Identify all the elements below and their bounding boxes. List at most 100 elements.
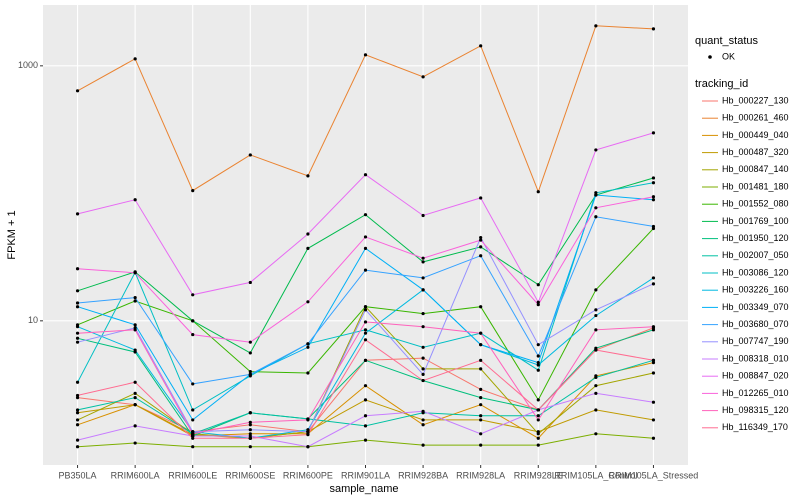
data-point xyxy=(363,331,368,335)
data-point xyxy=(479,358,483,362)
data-point xyxy=(536,190,540,194)
x-tick-label: PB350LA xyxy=(59,470,97,480)
data-point xyxy=(363,235,368,239)
data-point xyxy=(536,303,540,307)
data-point xyxy=(421,378,425,383)
legend-label: Hb_000487_320 xyxy=(722,147,789,157)
data-point xyxy=(536,363,540,367)
data-point xyxy=(479,395,483,400)
legend-label: OK xyxy=(722,51,735,61)
data-point xyxy=(248,420,252,424)
y-tick-label: 1000 xyxy=(18,60,38,70)
data-point xyxy=(248,411,252,415)
data-point xyxy=(306,371,310,375)
data-point xyxy=(479,343,483,347)
data-point xyxy=(191,408,195,412)
data-point xyxy=(479,254,483,258)
x-tick-label: RRIM928LA xyxy=(456,470,505,480)
data-point xyxy=(536,436,540,440)
data-point xyxy=(594,215,598,219)
legend-label: Hb_000449_040 xyxy=(722,130,789,140)
data-point xyxy=(651,224,656,229)
legend-label: Hb_116349_170 xyxy=(722,422,788,432)
data-point xyxy=(248,436,252,440)
data-point xyxy=(306,445,310,449)
data-point xyxy=(75,411,80,415)
data-point xyxy=(75,380,80,384)
data-point xyxy=(594,391,598,395)
data-point xyxy=(248,423,252,427)
legend-label: Hb_000227_130 xyxy=(722,95,789,105)
data-point xyxy=(651,418,656,422)
data-point xyxy=(363,213,368,217)
data-point xyxy=(536,283,540,287)
data-point xyxy=(651,181,656,185)
data-point xyxy=(363,268,368,272)
data-point xyxy=(421,288,425,292)
data-point xyxy=(594,191,598,195)
data-point xyxy=(651,276,656,280)
data-point xyxy=(536,432,540,436)
data-point xyxy=(133,395,137,400)
x-tick-label: RRIM600LA xyxy=(111,470,160,480)
legend-label: Hb_002007_050 xyxy=(722,250,789,260)
data-point xyxy=(594,432,598,436)
data-point xyxy=(75,305,80,309)
data-point xyxy=(651,361,656,365)
data-point xyxy=(75,212,80,216)
data-point xyxy=(133,296,137,300)
data-point xyxy=(306,174,310,178)
data-point xyxy=(479,44,483,48)
legend-label: Hb_001481_180 xyxy=(722,181,789,191)
data-point xyxy=(651,195,656,199)
data-point xyxy=(75,418,80,422)
data-point xyxy=(306,246,310,250)
data-point xyxy=(75,393,80,398)
legend-label: Hb_003349_070 xyxy=(722,302,789,312)
data-point xyxy=(479,403,483,407)
y-axis-title: FPKM + 1 xyxy=(6,210,18,259)
data-point xyxy=(421,276,425,280)
x-tick-label: RRIM600SE xyxy=(225,470,275,480)
data-point xyxy=(75,267,80,271)
data-point xyxy=(421,409,425,413)
data-point xyxy=(479,414,483,418)
data-point xyxy=(306,345,310,349)
data-point xyxy=(479,432,483,436)
data-point xyxy=(479,418,483,422)
legend-label: Hb_008847_020 xyxy=(722,371,789,381)
data-point xyxy=(536,354,540,358)
x-axis-title: sample_name xyxy=(329,483,398,495)
data-point xyxy=(421,423,425,427)
data-point xyxy=(363,305,368,309)
data-point xyxy=(133,198,137,202)
data-point xyxy=(248,280,252,285)
data-point xyxy=(248,369,252,374)
data-point xyxy=(651,358,656,362)
legend-label: Hb_001769_100 xyxy=(722,216,789,226)
data-point xyxy=(75,445,80,449)
data-point xyxy=(479,443,483,447)
data-point xyxy=(75,301,80,305)
data-point xyxy=(651,325,656,329)
data-point xyxy=(306,430,310,434)
data-point xyxy=(651,27,656,31)
x-tick-label: RRIM105LA_Control xyxy=(554,470,637,480)
data-point xyxy=(248,434,252,438)
data-point xyxy=(306,418,310,422)
data-point xyxy=(363,173,368,177)
data-point xyxy=(651,371,656,375)
data-point xyxy=(363,414,368,418)
data-point xyxy=(421,260,425,264)
data-point xyxy=(133,348,137,352)
data-point xyxy=(248,428,252,432)
data-point xyxy=(421,367,425,371)
x-tick-label: RRIM600LE xyxy=(168,470,217,480)
data-point xyxy=(363,308,368,312)
data-point xyxy=(191,382,195,386)
data-point xyxy=(594,148,598,152)
data-point xyxy=(306,232,310,236)
data-point xyxy=(421,372,425,377)
data-point xyxy=(594,24,598,28)
